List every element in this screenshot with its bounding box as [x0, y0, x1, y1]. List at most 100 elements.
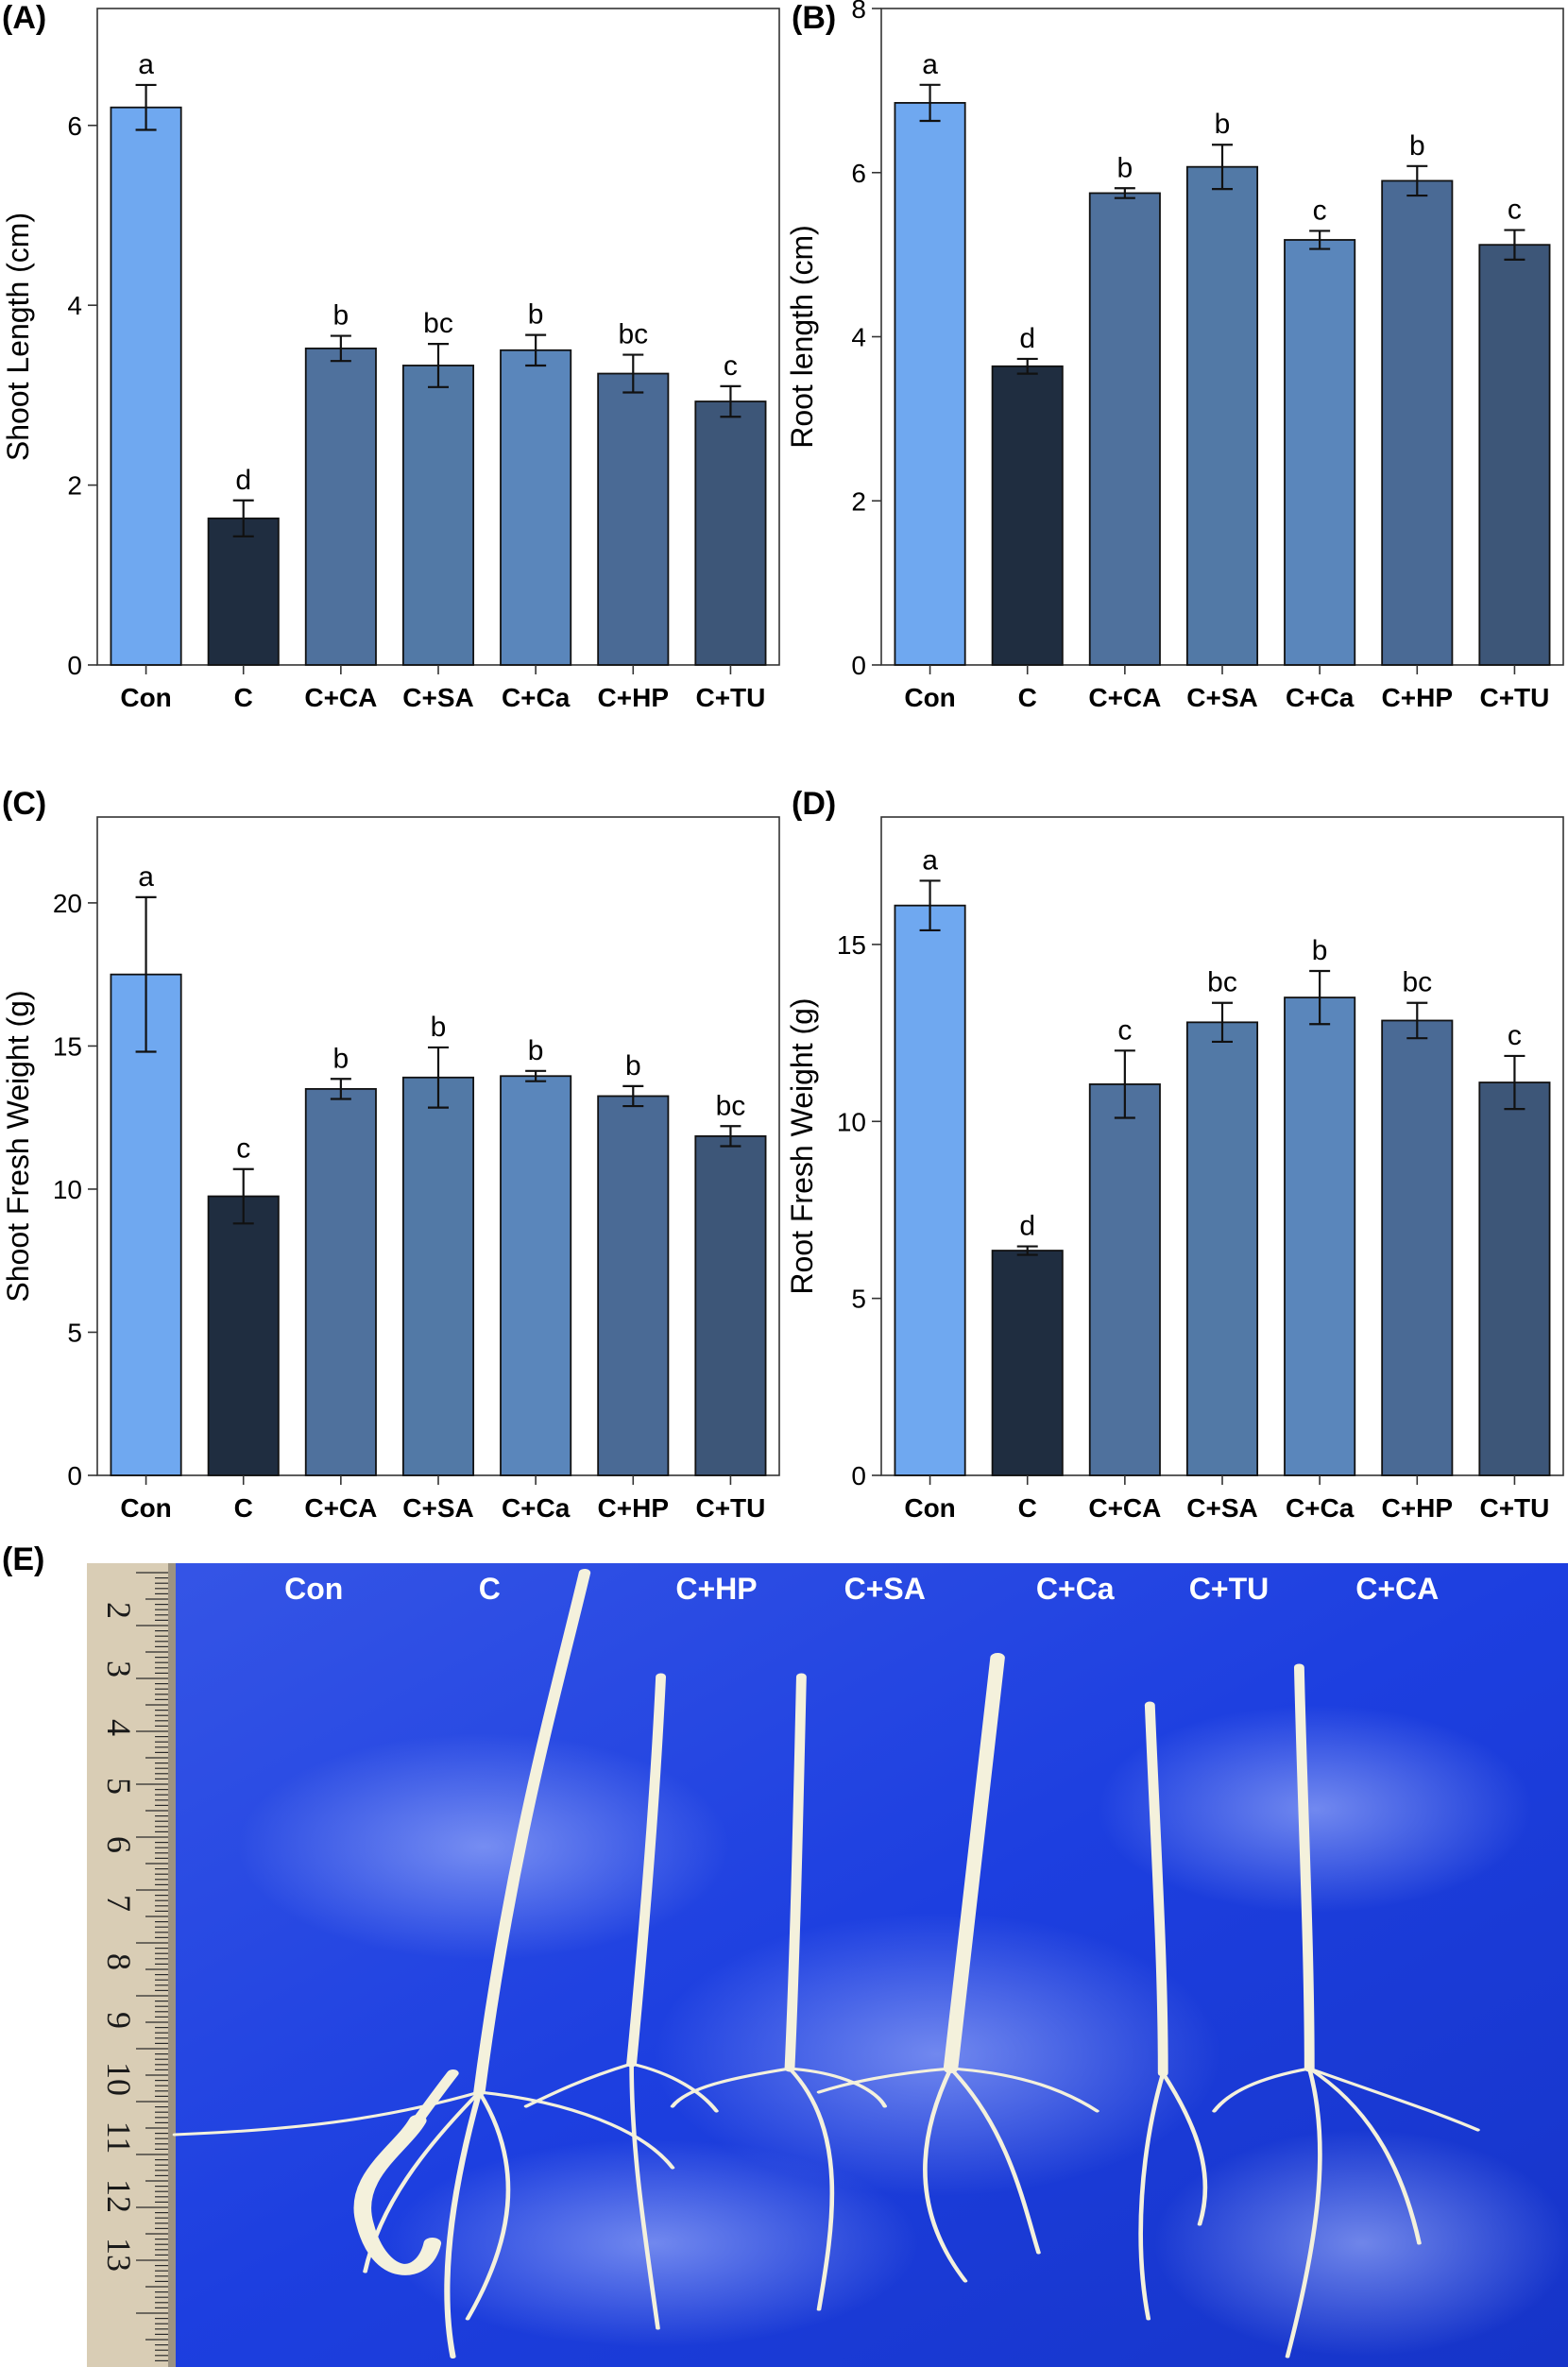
- sig-letter-con: a: [138, 49, 154, 80]
- sig-letter-c-plus-hp: b: [625, 1050, 641, 1081]
- y-tick-label: 10: [837, 1107, 866, 1136]
- x-tick-label-c-plus-hp: C+HP: [1382, 1493, 1453, 1523]
- sig-letter-c-plus-ca: b: [1117, 152, 1133, 183]
- ruler-number: 2: [100, 1602, 138, 1619]
- seedling-ca-root: [923, 2067, 968, 2283]
- bar-c-plus-ca: [304, 1087, 377, 1476]
- ruler-number: 8: [100, 1953, 138, 1970]
- seedling-c-stunted: [353, 2115, 442, 2275]
- ruler-number: 9: [100, 2012, 138, 2029]
- seedling-c-shoot: [412, 2069, 459, 2124]
- seedling-tu-root: [1138, 2071, 1166, 2321]
- bar-c-plus-ca: [500, 1075, 572, 1476]
- sig-letter-c-plus-ca: b: [333, 300, 349, 332]
- x-tick-label-c-plus-hp: C+HP: [598, 683, 669, 712]
- x-tick-label-c-plus-ca: C+Ca: [502, 683, 571, 712]
- x-tick-label-c: C: [234, 1493, 253, 1523]
- x-tick-label-c-plus-tu: C+TU: [695, 1493, 765, 1523]
- seedling-cca-root: [1306, 2067, 1422, 2245]
- x-tick-label-c-plus-sa: C+SA: [1186, 1493, 1257, 1523]
- seedlings: [172, 1569, 1480, 2358]
- sig-letter-con: a: [138, 861, 154, 893]
- x-tick-label-con: Con: [120, 683, 171, 712]
- sig-letter-c-plus-tu: c: [1508, 195, 1522, 226]
- x-tick-label-c-plus-hp: C+HP: [598, 1493, 669, 1523]
- seedling-hp-root: [523, 2062, 634, 2108]
- y-tick-label: 2: [67, 471, 82, 501]
- ruler-number: 13: [100, 2238, 138, 2272]
- photo-label-c-plus-hp: C+HP: [675, 1572, 757, 1606]
- bar-con: [110, 973, 182, 1476]
- seedling-photo: 2 3 4 5 6 7 8 9 10 11 12 13 Con C C+HP C+SA C+Ca C+TU C+C…: [87, 1563, 1568, 2367]
- seedling-sa-root: [670, 2067, 793, 2108]
- seedling-cca-shoot: [1293, 1663, 1315, 2072]
- bar-c-plus-ca: [500, 349, 572, 666]
- bar-c-plus-hp: [597, 372, 670, 666]
- sig-letter-c-plus-hp: b: [1409, 130, 1425, 162]
- sig-letter-c: d: [1019, 1211, 1035, 1242]
- x-tick-label-c-plus-tu: C+TU: [695, 683, 765, 712]
- bar-c-plus-hp: [597, 1095, 670, 1476]
- y-tick-label: 15: [837, 930, 866, 960]
- photo-label-c-plus-ca: C+CA: [1355, 1572, 1439, 1606]
- sig-letter-c-plus-ca: b: [528, 299, 544, 331]
- seedling-hp-root: [629, 2062, 719, 2113]
- y-tick-label: 0: [67, 651, 82, 680]
- x-tick-label-c-plus-ca: C+CA: [1088, 683, 1161, 712]
- x-tick-label-c: C: [1018, 683, 1037, 712]
- ruler-number: 3: [100, 1660, 138, 1677]
- sig-letter-c-plus-sa: b: [431, 1012, 447, 1043]
- bar-c-plus-sa: [401, 365, 475, 666]
- seedling-cca-root: [1306, 2067, 1480, 2132]
- bar-c-plus-ca: [304, 347, 377, 666]
- y-tick-label: 0: [67, 1461, 82, 1490]
- sig-letter-c-plus-sa: bc: [1207, 967, 1237, 998]
- bar-con: [894, 102, 966, 666]
- photo-label-c-plus-tu: C+TU: [1189, 1572, 1269, 1606]
- chart-root-length: 0 2 4 6 8 Root length (cm) a Con d Cb C+CA b C+SA c C+…: [785, 0, 1564, 712]
- sig-letter-c-plus-ca: b: [528, 1035, 544, 1066]
- bar-c-plus-tu: [694, 400, 767, 666]
- sig-letter-c-plus-hp: bc: [618, 319, 648, 350]
- bar-c: [207, 1195, 280, 1476]
- bar-c-plus-sa: [401, 1076, 475, 1476]
- panel-label-b: (B): [792, 0, 837, 36]
- bar-c-plus-sa: [1185, 165, 1259, 666]
- y-axis-title: Shoot Length (cm): [1, 213, 35, 461]
- seedling-con-root: [172, 2090, 482, 2137]
- bar-c-plus-hp: [1381, 1019, 1454, 1476]
- y-tick-label: 0: [851, 1461, 866, 1490]
- x-tick-label-c-plus-sa: C+SA: [402, 683, 473, 712]
- photo-label-c: C: [479, 1572, 501, 1606]
- bar-c-plus-ca: [1284, 996, 1356, 1476]
- bar-c-plus-sa: [1185, 1021, 1259, 1476]
- bar-c-plus-tu: [694, 1134, 767, 1476]
- bar-con: [894, 904, 966, 1476]
- y-tick-label: 8: [851, 0, 866, 24]
- panel-label-e: (E): [2, 1541, 45, 1577]
- y-tick-label: 5: [67, 1318, 82, 1347]
- chart-shoot-fresh-weight: 0 5 10 15 20 Shoot Fresh Weight (g) a Con c Cb C+C…: [1, 816, 780, 1523]
- y-tick-label: 4: [851, 323, 866, 352]
- y-axis-title: Root Fresh Weight (g): [785, 997, 819, 1294]
- ruler-number: 7: [100, 1895, 138, 1912]
- photo-labels: Con C C+HP C+SA C+Ca C+TU C+CA: [284, 1572, 1439, 1606]
- panel-label-a: (A): [2, 0, 47, 36]
- seedling-con-root: [444, 2090, 483, 2358]
- y-axis-title: Shoot Fresh Weight (g): [1, 990, 35, 1302]
- seedling-con-root: [465, 2090, 511, 2321]
- seedling-ca-shoot: [943, 1653, 1005, 2073]
- seedling-hp-root: [629, 2062, 660, 2330]
- bar-c-plus-ca: [1088, 192, 1161, 666]
- seedling-tu-shoot: [1144, 1701, 1168, 2077]
- sig-letter-c-plus-ca: b: [1312, 935, 1328, 966]
- bar-c-plus-tu: [1478, 244, 1551, 666]
- x-tick-label-c-plus-ca: C+Ca: [1286, 1493, 1355, 1523]
- ruler-number: 12: [100, 2179, 138, 2213]
- seedling-ca-root: [948, 2067, 1099, 2113]
- y-tick-label: 4: [67, 291, 82, 320]
- x-tick-label-c-plus-sa: C+SA: [1186, 683, 1257, 712]
- sig-letter-c-plus-sa: b: [1215, 109, 1231, 140]
- panel-label-c: (C): [2, 786, 47, 822]
